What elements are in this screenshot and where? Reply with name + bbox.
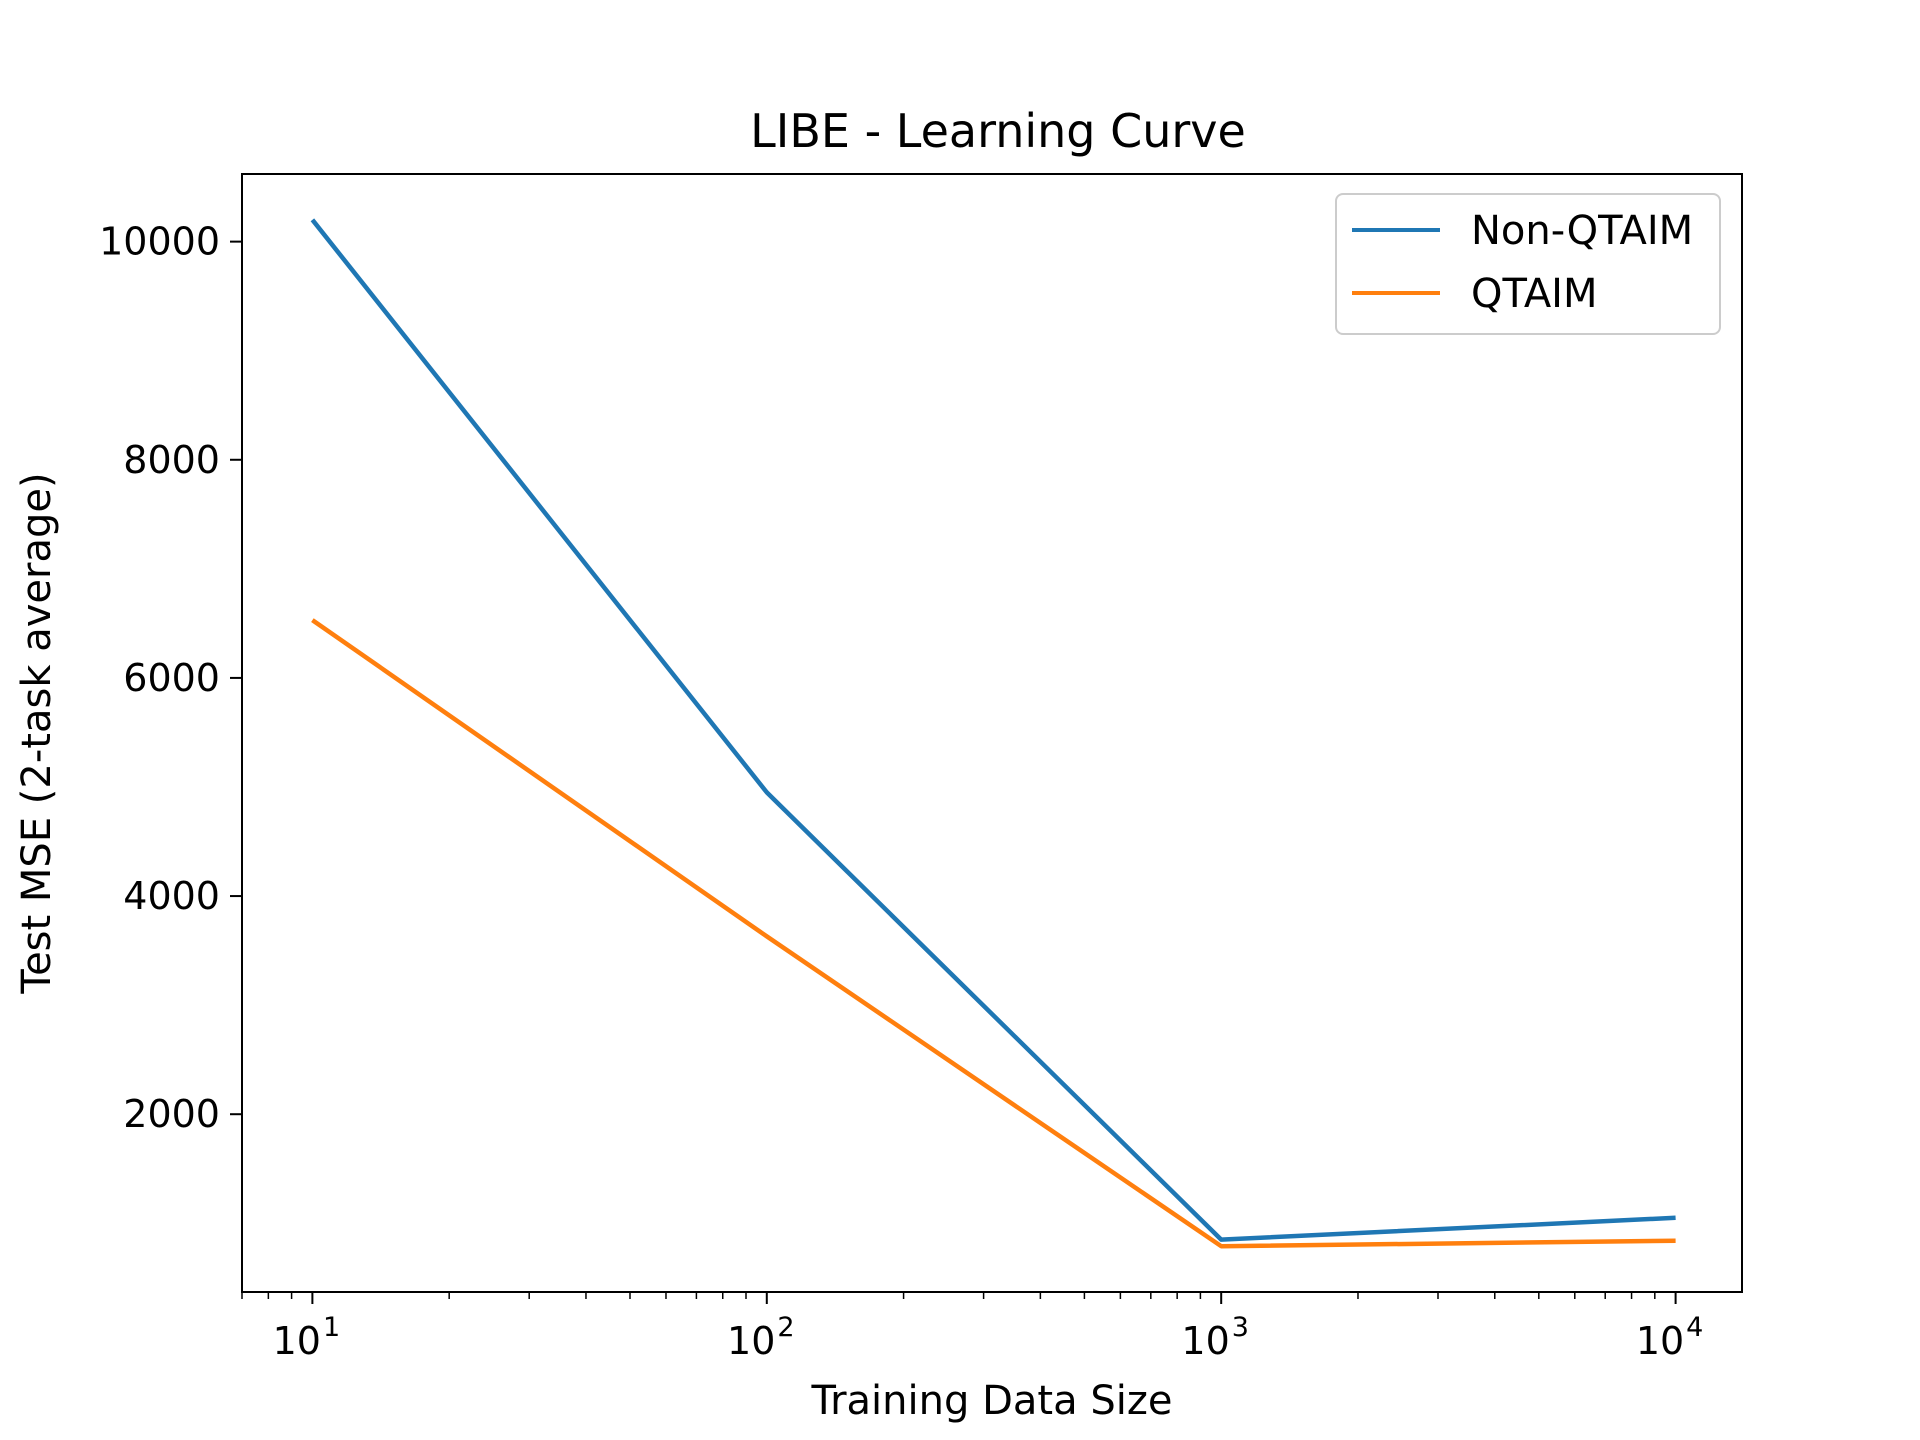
y-axis-ticks: 2000 4000 6000 8000 10000 bbox=[99, 220, 242, 1136]
chart-title: LIBE - Learning Curve bbox=[750, 104, 1246, 158]
x-tick-exponent: 3 bbox=[1232, 1312, 1249, 1343]
series-line-non-qtaim bbox=[310, 218, 1676, 1242]
y-tick-label: 4000 bbox=[123, 874, 220, 918]
x-axis-ticks: 101 102 103 104 bbox=[273, 1292, 1703, 1363]
y-tick-label: 10000 bbox=[99, 220, 220, 264]
y-tick-label: 8000 bbox=[123, 438, 220, 482]
legend: Non-QTAIM QTAIM bbox=[1335, 193, 1721, 335]
x-minor-ticks bbox=[241, 1292, 1656, 1299]
series-lines bbox=[310, 218, 1676, 1249]
legend-label-non-qtaim: Non-QTAIM bbox=[1471, 208, 1693, 254]
legend-label-qtaim: QTAIM bbox=[1471, 271, 1597, 317]
y-axis-label: Test MSE (2-task average) bbox=[14, 472, 60, 994]
x-tick-exponent: 4 bbox=[1686, 1312, 1703, 1343]
y-tick-label: 2000 bbox=[123, 1092, 220, 1136]
x-tick-exponent: 1 bbox=[323, 1312, 340, 1343]
y-tick-label: 6000 bbox=[123, 656, 220, 700]
series-line-qtaim bbox=[311, 618, 1676, 1249]
plot-background bbox=[242, 174, 1742, 1292]
x-tick-exponent: 2 bbox=[777, 1312, 794, 1343]
plot-frame bbox=[241, 173, 1743, 1293]
x-axis-label: Training Data Size bbox=[811, 1378, 1173, 1424]
